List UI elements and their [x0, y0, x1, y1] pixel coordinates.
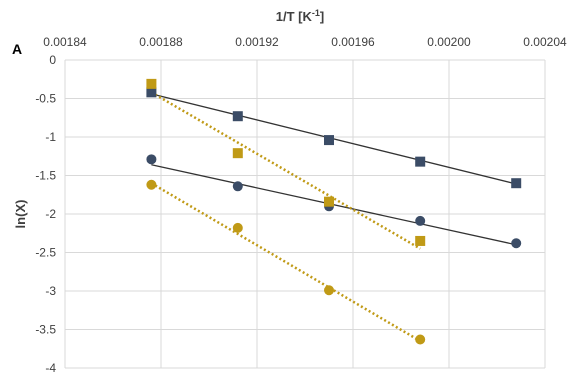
y-tick-label: -2.5	[35, 246, 56, 260]
data-point-square	[415, 156, 426, 167]
data-point-square	[415, 235, 426, 246]
y-tick-label: -3.5	[35, 323, 56, 337]
y-tick-label: -1.5	[35, 169, 56, 183]
x-tick-label: 0.00204	[523, 35, 567, 49]
x-tick-labels: 0.00184 0.00188 0.00192 0.00196 0.00200 0.002…	[43, 35, 567, 49]
data-point-circle	[324, 285, 334, 296]
data-point-square	[232, 148, 243, 159]
y-tick-label: -1	[45, 130, 56, 144]
y-tick-label: 0	[49, 53, 56, 67]
trendlines	[150, 91, 517, 343]
x-axis-title: 1/T [K-1]	[276, 8, 324, 24]
x-tick-label: 0.00184	[43, 35, 87, 49]
trendline-3	[150, 91, 421, 250]
x-tick-label: 0.00200	[427, 35, 471, 49]
data-point-square	[146, 87, 157, 98]
data-point-circle	[415, 215, 426, 226]
x-tick-label: 0.00196	[331, 35, 375, 49]
y-tick-label: -2	[45, 207, 56, 221]
data-point-square	[232, 111, 243, 122]
x-tick-label: 0.00192	[235, 35, 279, 49]
y-tick-labels: 0 -0.5 -1 -1.5 -2 -2.5 -3 -3.5 -4	[35, 53, 56, 373]
data-point-circle	[511, 238, 522, 249]
data-point-square	[511, 178, 522, 189]
data-point-circle	[146, 179, 157, 190]
x-tick-label: 0.00188	[139, 35, 183, 49]
data-point-circle	[232, 222, 243, 233]
markers	[146, 78, 522, 345]
data-point-circle	[415, 334, 426, 345]
y-axis-title: ln(X)	[13, 200, 28, 229]
y-tick-label: -4	[45, 361, 56, 373]
data-point-circle	[146, 154, 157, 165]
y-tick-label: -0.5	[35, 92, 56, 106]
data-point-square	[324, 135, 334, 146]
trendline-4	[150, 182, 421, 343]
panel-label: A	[12, 41, 22, 57]
grid	[64, 59, 546, 369]
data-point-circle	[232, 181, 243, 192]
y-tick-label: -3	[45, 284, 56, 298]
data-point-square	[324, 196, 334, 207]
data-point-square	[146, 78, 157, 89]
